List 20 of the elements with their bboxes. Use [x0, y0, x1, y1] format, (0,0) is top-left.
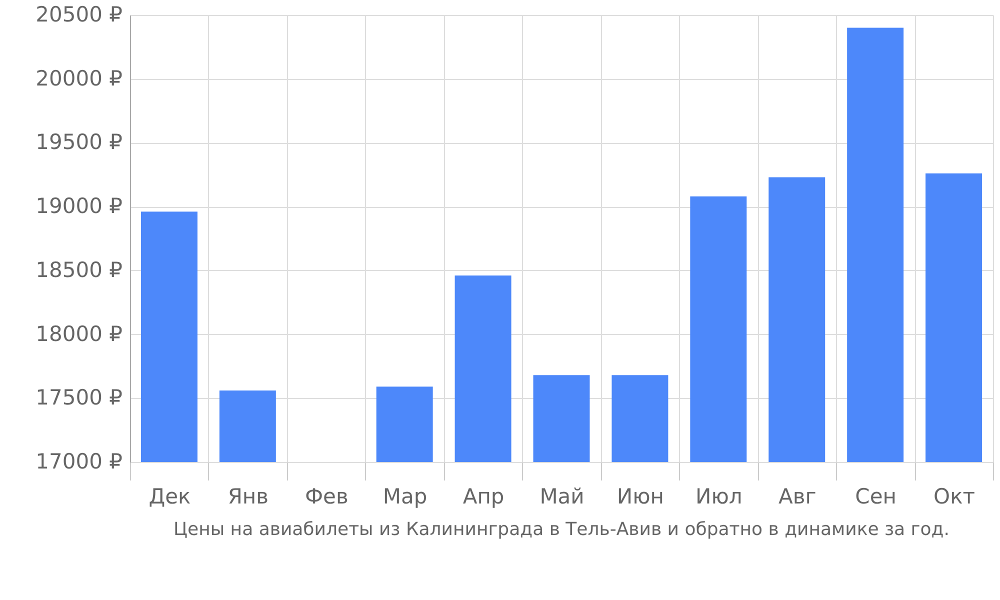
- y-tick-label: 20000 ₽: [36, 66, 122, 90]
- x-tick-label: Май: [540, 484, 584, 508]
- x-tick-label: Сен: [855, 484, 896, 508]
- y-tick-label: 18500 ₽: [36, 258, 122, 282]
- x-tick-label: Авг: [778, 484, 816, 508]
- y-tick-label: 19000 ₽: [36, 194, 122, 218]
- x-tick-label: Июл: [696, 484, 742, 508]
- y-tick-label: 20500 ₽: [36, 2, 122, 26]
- y-tick-label: 18000 ₽: [36, 322, 122, 346]
- x-tick-label: Июн: [616, 484, 664, 508]
- y-tick-label: 17500 ₽: [36, 386, 122, 410]
- x-tick-label: Апр: [462, 484, 504, 508]
- y-tick-label: 19500 ₽: [36, 130, 122, 154]
- y-tick-label: 17000 ₽: [36, 450, 122, 474]
- x-tick-label: Дек: [148, 484, 191, 508]
- x-tick-label: Мар: [382, 484, 428, 508]
- x-tick-label: Фев: [304, 484, 348, 508]
- text: Цены на авиабилеты из Калининграда в Тель-Авив и обратно в динамике за год.: [174, 519, 950, 540]
- x-tick-label: Окт: [934, 484, 975, 508]
- x-tick-label: Янв: [228, 484, 269, 508]
